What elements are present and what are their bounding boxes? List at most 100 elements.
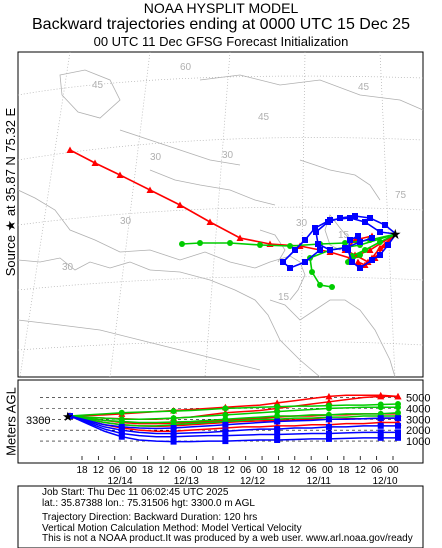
map-grid-label: 75: [395, 190, 407, 201]
height-marker-square: [395, 422, 401, 429]
coastline: [149, 169, 276, 206]
map-grid-labels: 30 45 30 30 75 15 15 45 60 45 30 30: [62, 62, 407, 303]
time-tick-label: 06: [306, 465, 318, 476]
map-grid-label: 15: [338, 230, 350, 241]
title-model: NOAA HYSPLIT MODEL: [143, 0, 299, 16]
height-marker-circle: [170, 408, 177, 415]
height-marker-square: [395, 434, 401, 441]
height-marker-circle: [377, 404, 384, 411]
trajectory-marker-square: [377, 252, 383, 258]
map-grid-label: 30: [296, 218, 308, 229]
height-marker-square: [170, 433, 177, 440]
time-axis-labels: 18 12 06 00 18 12 06 00 18 12 06 00 18 12 06 00 18 12 06 00…: [76, 456, 399, 487]
height-marker-square: [170, 425, 177, 431]
trajectory-marker-circle: [287, 243, 293, 249]
trajectory-marker-circle: [227, 240, 233, 246]
height-marker-circle: [325, 405, 332, 412]
trajectory-marker-circle: [179, 241, 185, 247]
time-date-label: 12/11: [307, 476, 332, 487]
trajectory-marker-circle: [197, 240, 203, 246]
height-tick-label: 4000: [406, 403, 430, 415]
time-tick-label: 06: [240, 465, 252, 476]
trajectory-marker-square: [302, 259, 308, 265]
trajectory-marker-triangle: [146, 186, 154, 193]
height-marker-square: [377, 415, 384, 422]
info-coordinates: lat.: 35.87388 lon.: 75.31506 hgt: 3300.…: [42, 497, 255, 509]
time-date-label: 12/14: [107, 476, 132, 487]
map-grid-label: 15: [278, 292, 290, 303]
height-series: ★: [62, 391, 402, 445]
time-tick-label: 12: [355, 465, 367, 476]
graticule-line: [17, 276, 424, 291]
graticule-line: [17, 340, 424, 351]
graticule-line: [379, 51, 396, 378]
trajectory-marker-square: [337, 215, 343, 221]
height-source-star-icon: ★: [62, 409, 74, 424]
map-grid-label: 60: [180, 62, 192, 73]
map-grid-label: 30: [222, 150, 234, 161]
height-marker-square: [118, 427, 125, 434]
height-marker-triangle: [325, 398, 333, 405]
height-marker-square: [377, 422, 384, 429]
time-tick-label: 00: [256, 465, 268, 476]
time-tick-label: 18: [273, 465, 285, 476]
trajectory-marker-square: [385, 242, 391, 248]
trajectory-marker-triangle: [91, 159, 99, 166]
trajectory-marker-circle: [329, 284, 335, 290]
trajectory-marker-square: [349, 259, 355, 265]
graticule-line: [204, 51, 231, 378]
trajectory-marker-triangle: [354, 258, 362, 265]
trajectory-marker-square: [355, 233, 361, 239]
time-tick-label: 12: [289, 465, 301, 476]
height-tick-label: 1000: [406, 436, 430, 448]
trajectory-marker-square: [362, 219, 368, 225]
height-marker-square: [67, 413, 73, 419]
trajectory-marker-square: [347, 237, 353, 243]
height-marker-square: [325, 423, 332, 430]
height-marker-triangle: [377, 391, 385, 399]
job-info: Job Start: Thu Dec 11 06:02:45 UTC 2025 …: [42, 487, 413, 545]
height-marker-square: [274, 418, 281, 425]
height-marker-square: [325, 435, 332, 442]
map-grid-label: 45: [92, 80, 104, 91]
height-marker-square: [274, 426, 281, 433]
trajectory-marker-square: [315, 241, 321, 247]
trajectory-marker-square: [302, 237, 308, 243]
trajectory-marker-square: [357, 265, 363, 271]
time-date-label: 12/13: [174, 476, 199, 487]
trajectory-marker-square: [317, 247, 323, 253]
trajectory-marker-square: [377, 229, 383, 235]
trajectory-marker-square: [367, 215, 373, 221]
trajectory-marker-circle: [362, 247, 368, 253]
coastline: [17, 319, 261, 371]
graticule-line: [299, 51, 306, 378]
height-marker-square: [325, 416, 332, 423]
height-tick-label: 2000: [406, 425, 430, 437]
trajectory-marker-circle: [257, 242, 263, 248]
coastline: [269, 299, 396, 378]
trajectory-marker-square: [345, 247, 351, 253]
trajectory-marker-square: [312, 225, 318, 231]
height-series-line-red: [69, 413, 398, 425]
time-tick-label: 18: [207, 465, 219, 476]
time-tick-label: 06: [109, 465, 121, 476]
height-marker-circle: [222, 411, 229, 418]
title-initialization: 00 UTC 11 Dec GFSG Forecast Initializati…: [93, 34, 349, 49]
trajectory-marker-square: [357, 239, 363, 245]
time-tick-label: 00: [126, 465, 138, 476]
trajectory-marker-square: [369, 235, 375, 241]
height-marker-square: [274, 431, 281, 438]
map-graticule: [17, 51, 424, 378]
trajectory-marker-square: [369, 257, 375, 263]
map-panel: [17, 51, 424, 378]
height-panel: [17, 379, 424, 464]
trajectory-marker-circle: [342, 240, 348, 246]
time-tick-label: 18: [76, 465, 88, 476]
coastline: [17, 189, 256, 269]
height-marker-square: [118, 423, 125, 430]
height-series-line-red: [69, 394, 399, 417]
trajectory-marker-square: [280, 259, 286, 265]
time-tick-label: 12: [224, 465, 236, 476]
map-grid-label: 30: [150, 152, 162, 163]
